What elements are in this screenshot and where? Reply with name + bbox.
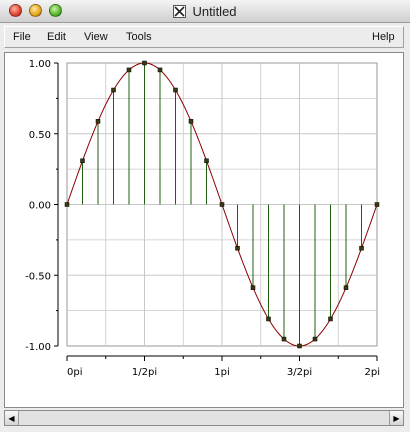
menu-tools[interactable]: Tools: [126, 31, 152, 43]
sample-marker: [374, 202, 380, 207]
sample-marker: [95, 119, 101, 124]
x11-icon: [173, 4, 187, 18]
menu-help[interactable]: Help: [372, 31, 395, 43]
sample-marker: [126, 67, 132, 73]
sample-marker: [142, 60, 147, 66]
x-tick-label: 2pi: [365, 367, 381, 378]
title-bar[interactable]: Untitled: [0, 0, 410, 23]
x-tick-label: 3/2pi: [287, 367, 312, 378]
horizontal-scrollbar[interactable]: ◀ ▶: [4, 410, 404, 426]
zoom-button[interactable]: [49, 4, 62, 17]
sample-marker: [266, 316, 271, 322]
stem-chart: 1.00 0.50 0.00 -0.50 -1.00 0pi 1/2pi 1pi 3/2pi 2p…: [25, 59, 381, 378]
y-tick-label: 1.00: [29, 59, 51, 70]
sample-marker: [328, 316, 333, 322]
sample-marker: [343, 285, 349, 290]
y-tick-label: 0.50: [29, 130, 51, 141]
menu-view[interactable]: View: [84, 31, 108, 43]
sample-marker: [235, 245, 240, 251]
window-title: Untitled: [192, 3, 237, 19]
y-tick-label: 0.00: [29, 201, 51, 212]
y-tick-label: -1.00: [25, 342, 51, 353]
sample-marker: [111, 87, 116, 93]
sample-marker: [359, 245, 364, 251]
x-tick-label: 1pi: [214, 367, 230, 378]
menu-file[interactable]: File: [13, 31, 31, 43]
sample-marker: [80, 158, 85, 164]
scroll-right-arrow-icon[interactable]: ▶: [389, 411, 403, 425]
sample-marker: [219, 202, 225, 207]
close-button[interactable]: [9, 4, 22, 17]
x-tick-label: 1/2pi: [132, 367, 157, 378]
sample-marker: [173, 87, 178, 93]
scroll-left-arrow-icon[interactable]: ◀: [5, 411, 19, 425]
sample-marker: [204, 158, 209, 164]
sample-marker: [250, 285, 256, 290]
sample-marker: [297, 343, 302, 349]
y-tick-label: -0.50: [25, 271, 51, 282]
sample-marker: [188, 119, 194, 124]
plot-canvas[interactable]: 1.00 0.50 0.00 -0.50 -1.00 0pi 1/2pi 1pi 3/2pi 2p…: [4, 52, 404, 408]
sample-marker: [64, 202, 70, 207]
minimize-button[interactable]: [29, 4, 42, 17]
x-tick-label: 0pi: [67, 367, 83, 378]
sample-marker: [281, 336, 287, 342]
title-wrap: Untitled: [0, 0, 410, 22]
sample-marker: [157, 67, 163, 73]
menu-edit[interactable]: Edit: [47, 31, 66, 43]
sample-marker: [312, 336, 318, 342]
menu-bar: File Edit View Tools Help: [4, 26, 404, 48]
